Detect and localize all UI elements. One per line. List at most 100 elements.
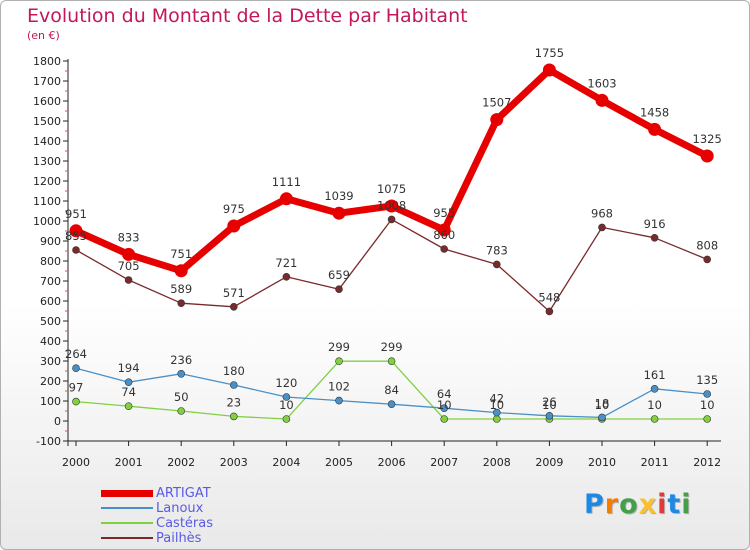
data-label: 23 bbox=[226, 395, 241, 409]
y-tick-label: 400 bbox=[40, 335, 61, 348]
data-point bbox=[124, 378, 133, 387]
data-point bbox=[387, 215, 396, 224]
data-point bbox=[703, 255, 712, 264]
data-point bbox=[177, 407, 185, 415]
x-tick-label: 2011 bbox=[641, 456, 669, 469]
data-point bbox=[650, 384, 659, 393]
data-label: 97 bbox=[69, 381, 84, 395]
data-label: 751 bbox=[170, 247, 192, 261]
data-point bbox=[703, 415, 712, 423]
data-label: 135 bbox=[696, 373, 718, 387]
data-point bbox=[335, 285, 343, 294]
data-point bbox=[230, 302, 238, 311]
data-label: 951 bbox=[65, 207, 87, 221]
data-label: 955 bbox=[433, 206, 455, 220]
y-tick-label: 600 bbox=[40, 295, 61, 308]
legend-label: ARTIGAT bbox=[156, 486, 211, 501]
y-tick-label: 1100 bbox=[33, 195, 61, 208]
legend-swatch bbox=[101, 489, 153, 497]
logo-letter: r bbox=[604, 489, 620, 520]
data-point bbox=[385, 199, 399, 213]
y-tick-label: 1600 bbox=[33, 95, 61, 108]
x-tick-label: 2007 bbox=[430, 456, 458, 469]
data-point bbox=[335, 357, 343, 366]
data-label: 10 bbox=[542, 398, 557, 412]
data-point bbox=[124, 276, 133, 284]
data-point bbox=[279, 192, 293, 206]
data-label: 74 bbox=[121, 385, 136, 399]
data-label: 10 bbox=[700, 398, 715, 412]
data-point bbox=[598, 413, 606, 422]
data-point bbox=[122, 247, 136, 261]
y-tick-label: 800 bbox=[40, 255, 61, 268]
x-tick-label: 2010 bbox=[588, 456, 616, 469]
y-tick-label: 1700 bbox=[33, 75, 61, 88]
x-tick-label: 2005 bbox=[325, 456, 353, 469]
data-point bbox=[598, 223, 606, 232]
data-point bbox=[335, 396, 343, 405]
y-tick-label: 300 bbox=[40, 355, 61, 368]
data-label: 1111 bbox=[272, 175, 301, 189]
data-label: 855 bbox=[65, 229, 87, 243]
data-point bbox=[72, 397, 80, 406]
data-label: 721 bbox=[275, 256, 297, 270]
chart-subtitle: (en €) bbox=[27, 29, 60, 42]
data-point bbox=[490, 113, 504, 127]
data-label: 968 bbox=[591, 206, 613, 220]
x-tick-label: 2006 bbox=[378, 456, 406, 469]
data-point bbox=[700, 149, 714, 163]
data-label: 916 bbox=[644, 217, 666, 231]
series-line-artigat bbox=[74, 66, 709, 275]
data-label: 10 bbox=[437, 398, 452, 412]
logo-letter: i bbox=[657, 489, 668, 520]
data-point bbox=[177, 299, 185, 308]
data-label: 705 bbox=[118, 259, 140, 273]
logo-letter: i bbox=[681, 489, 692, 520]
data-label: 783 bbox=[486, 243, 508, 257]
legend-swatch bbox=[101, 522, 153, 524]
data-point bbox=[332, 206, 346, 220]
data-label: 1039 bbox=[324, 189, 353, 203]
data-point bbox=[177, 369, 185, 378]
x-tick-label: 2002 bbox=[167, 456, 195, 469]
proxiti-logo: Proxiti bbox=[584, 489, 692, 520]
y-tick-label: -100 bbox=[36, 435, 61, 448]
data-label: 1325 bbox=[693, 132, 722, 146]
data-point bbox=[174, 264, 188, 278]
legend-label: Pailhès bbox=[156, 531, 202, 546]
data-point bbox=[650, 415, 659, 423]
data-label: 833 bbox=[118, 230, 140, 244]
data-label: 571 bbox=[223, 286, 245, 300]
data-label: 180 bbox=[223, 364, 245, 378]
logo-letter: P bbox=[584, 489, 605, 520]
data-label: 808 bbox=[696, 238, 718, 252]
x-tick-label: 2000 bbox=[62, 456, 90, 469]
logo-letter: o bbox=[619, 489, 639, 520]
y-tick-label: 200 bbox=[40, 375, 61, 388]
data-label: 10 bbox=[279, 398, 294, 412]
data-label: 120 bbox=[275, 376, 297, 390]
legend-label: Lanoux bbox=[156, 501, 204, 516]
logo-letter: x bbox=[638, 489, 658, 520]
x-tick-label: 2009 bbox=[535, 456, 563, 469]
data-point bbox=[387, 357, 396, 366]
data-label: 18 bbox=[595, 396, 610, 410]
y-tick-label: 1300 bbox=[33, 155, 61, 168]
data-point bbox=[703, 390, 712, 398]
data-label: 548 bbox=[538, 290, 560, 304]
y-tick-label: 1800 bbox=[33, 55, 61, 68]
x-tick-label: 2008 bbox=[483, 456, 511, 469]
x-tick-label: 2012 bbox=[693, 456, 721, 469]
data-label: 26 bbox=[542, 395, 557, 409]
data-label: 42 bbox=[489, 392, 504, 406]
data-point bbox=[72, 364, 80, 373]
data-label: 64 bbox=[437, 387, 452, 401]
legend-swatch bbox=[101, 507, 153, 509]
data-label: 10 bbox=[489, 398, 504, 412]
data-point bbox=[595, 93, 609, 107]
data-label: 84 bbox=[384, 383, 399, 397]
data-label: 10 bbox=[595, 398, 610, 412]
data-label: 236 bbox=[170, 353, 192, 367]
data-label: 1075 bbox=[377, 182, 406, 196]
